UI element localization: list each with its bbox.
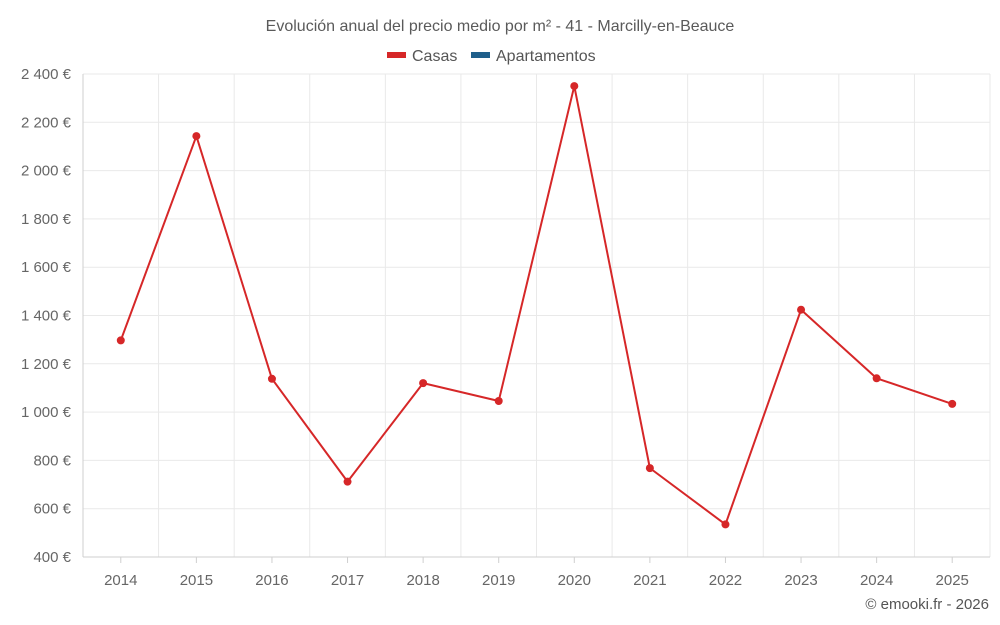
legend-item-apartamentos[interactable]: Apartamentos [471, 48, 596, 65]
data-point-casas-2022[interactable] [721, 520, 730, 529]
y-tick-label: 1 200 € [21, 356, 72, 373]
tick-labels: 400 € 600 € 800 € 1 000 € 1 200 € 1 400 € 1 60… [21, 66, 969, 589]
x-tick-label: 2020 [558, 572, 591, 589]
data-point-casas-2024[interactable] [872, 374, 881, 383]
y-tick-label: 2 200 € [21, 114, 72, 131]
legend-label-apartamentos: Apartamentos [496, 48, 596, 65]
x-tick-label: 2021 [633, 572, 666, 589]
legend-item-casas[interactable]: Casas [387, 48, 457, 65]
data-point-casas-2018[interactable] [419, 379, 428, 388]
y-tick-label: 2 400 € [21, 66, 72, 83]
x-tick-label: 2016 [255, 572, 288, 589]
y-tick-label: 1 600 € [21, 259, 72, 276]
data-point-casas-2023[interactable] [797, 305, 806, 314]
data-point-casas-2015[interactable] [192, 132, 201, 141]
series [116, 82, 957, 529]
data-point-casas-2020[interactable] [570, 82, 579, 91]
series-line-casas [119, 85, 953, 526]
data-point-casas-2019[interactable] [494, 396, 503, 405]
x-tick-label: 2018 [406, 572, 439, 589]
legend-swatch-apartamentos [471, 52, 490, 58]
data-point-casas-2021[interactable] [645, 464, 654, 473]
legend-swatch-casas [387, 52, 406, 58]
data-point-casas-2016[interactable] [267, 374, 276, 383]
y-tick-label: 600 € [33, 501, 71, 518]
x-tick-label: 2024 [860, 572, 893, 589]
y-tick-label: 2 000 € [21, 163, 72, 180]
axes [82, 74, 990, 563]
x-tick-label: 2017 [331, 572, 364, 589]
y-tick-label: 1 800 € [21, 211, 72, 228]
data-point-casas-2025[interactable] [948, 399, 957, 408]
credit: © emooki.fr - 2026 [865, 596, 989, 613]
x-tick-label: 2022 [709, 572, 742, 589]
y-tick-label: 1 400 € [21, 308, 72, 325]
grid [82, 73, 991, 557]
y-tick-label: 1 000 € [21, 404, 72, 421]
legend-label-casas: Casas [412, 48, 457, 65]
data-point-casas-2017[interactable] [343, 477, 352, 486]
chart-title: Evolución anual del precio medio por m² … [266, 18, 735, 35]
x-tick-label: 2015 [180, 572, 213, 589]
y-tick-label: 400 € [33, 549, 71, 566]
y-tick-label: 800 € [33, 452, 71, 469]
legend: Casas Apartamentos [387, 48, 596, 65]
x-tick-label: 2025 [936, 572, 969, 589]
data-point-casas-2014[interactable] [116, 336, 125, 345]
x-tick-label: 2019 [482, 572, 515, 589]
x-tick-label: 2014 [104, 572, 137, 589]
x-tick-label: 2023 [784, 572, 817, 589]
